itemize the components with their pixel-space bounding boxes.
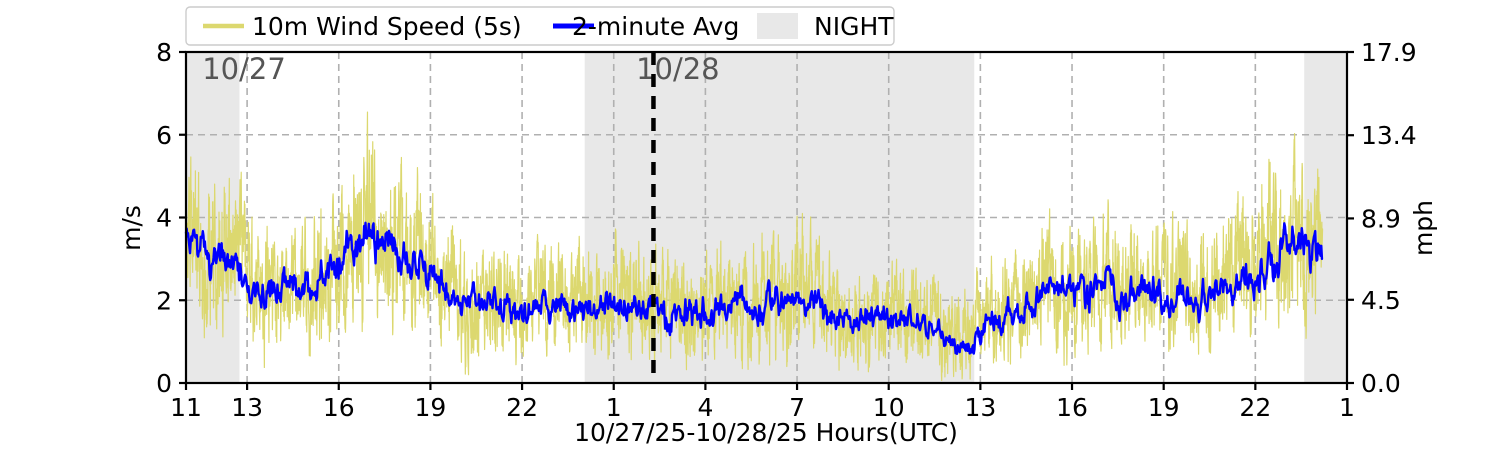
y-left-tick-label-3: 6 <box>156 121 172 150</box>
y-axis-left-label: m/s <box>117 205 146 251</box>
x-tick-label-12: 22 <box>1239 393 1271 422</box>
y-axis-right-tick-group: 0.0 4.5 8.9 13.4 17.9 <box>1347 38 1417 398</box>
x-tick-label-1: 13 <box>231 393 263 422</box>
date-annotations-group: 10/27 10/28 <box>202 52 719 86</box>
y-right-tick-label-1: 4.5 <box>1361 286 1401 315</box>
x-axis-tick-group: 11 13 16 19 22 1 4 7 10 13 16 19 22 1 <box>170 383 1355 422</box>
x-tick-label-10: 16 <box>1056 393 1088 422</box>
y-right-tick-label-4: 17.9 <box>1361 38 1417 67</box>
date-annotation-10-28: 10/28 <box>636 52 720 86</box>
legend-label-1: 2-minute Avg <box>572 12 739 41</box>
y-left-tick-label-1: 2 <box>156 286 172 315</box>
x-tick-label-3: 19 <box>415 393 447 422</box>
legend-label-2: NIGHT <box>814 12 894 41</box>
x-axis-label: 10/27/25-10/28/25 Hours(UTC) <box>574 418 958 447</box>
x-tick-label-8: 10 <box>873 393 905 422</box>
legend: 10m Wind Speed (5s) 2-minute Avg NIGHT <box>185 6 895 46</box>
y-left-tick-label-4: 8 <box>156 38 172 67</box>
y-right-tick-label-3: 13.4 <box>1361 121 1417 150</box>
y-left-tick-label-0: 0 <box>156 369 172 398</box>
x-tick-label-5: 1 <box>606 393 622 422</box>
x-tick-label-6: 4 <box>697 393 713 422</box>
x-tick-label-13: 1 <box>1339 393 1355 422</box>
legend-box <box>185 6 895 46</box>
x-tick-label-2: 16 <box>323 393 355 422</box>
y-axis-right-label: mph <box>1409 200 1438 256</box>
legend-label-0: 10m Wind Speed (5s) <box>252 12 522 41</box>
series-line-2-minute-avg <box>184 221 1324 356</box>
legend-swatch-patch-2 <box>757 13 798 39</box>
y-right-tick-label-2: 8.9 <box>1361 204 1401 233</box>
x-tick-label-0: 11 <box>170 393 202 422</box>
x-tick-label-9: 13 <box>964 393 996 422</box>
y-right-tick-label-0: 0.0 <box>1361 369 1401 398</box>
x-tick-label-11: 19 <box>1148 393 1180 422</box>
x-tick-label-4: 22 <box>506 393 538 422</box>
y-left-tick-label-2: 4 <box>156 204 172 233</box>
data-series-group <box>184 111 1324 382</box>
x-tick-label-7: 7 <box>789 393 805 422</box>
date-annotation-10-27: 10/27 <box>202 52 286 86</box>
y-axis-left-tick-group: 0 2 4 6 8 <box>156 38 186 398</box>
legend-entries: 10m Wind Speed (5s) 2-minute Avg NIGHT <box>203 12 894 41</box>
